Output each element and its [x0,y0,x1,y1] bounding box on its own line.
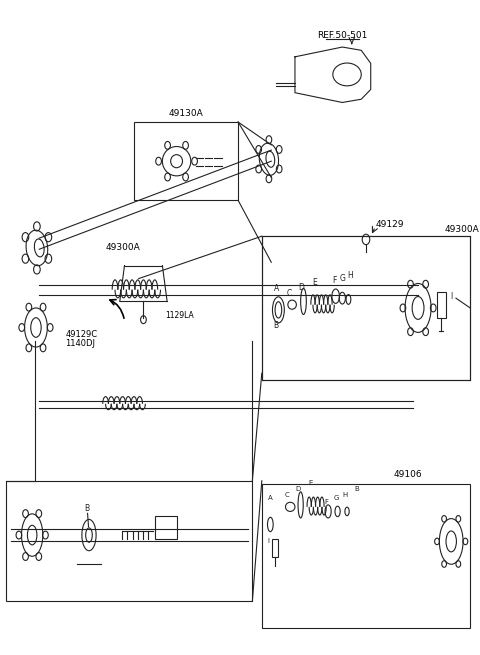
Text: A: A [267,495,272,501]
Text: B: B [354,485,359,491]
Text: REF.50-501: REF.50-501 [317,31,368,40]
Text: 1129LA: 1129LA [165,311,193,320]
Text: F: F [324,498,328,504]
Text: E: E [308,480,312,487]
Text: 49129C: 49129C [65,330,97,339]
Text: H: H [342,492,348,498]
Text: G: G [334,495,339,501]
Text: C: C [287,290,292,298]
Text: C: C [285,492,289,498]
Bar [262,236,470,380]
Text: 49130A: 49130A [168,109,204,118]
Text: H: H [347,271,353,280]
Bar [134,122,238,200]
Text: B: B [274,320,279,329]
Text: B: B [84,504,89,513]
Text: A: A [274,284,279,293]
Text: D: D [299,283,305,291]
Text: 1140DJ: 1140DJ [65,339,96,348]
Text: E: E [312,278,317,287]
Bar [262,484,470,627]
Text: D: D [295,485,300,491]
Text: I: I [267,538,269,544]
Text: 49106: 49106 [393,470,422,479]
Bar [437,291,445,318]
Text: I: I [450,292,453,301]
Text: F: F [332,276,336,285]
Bar [155,516,177,538]
Text: 49300A: 49300A [445,225,480,234]
Bar [6,481,252,601]
Text: G: G [339,274,345,282]
Text: 49300A: 49300A [106,244,140,252]
Bar [272,539,278,557]
Text: 49129: 49129 [375,220,404,229]
